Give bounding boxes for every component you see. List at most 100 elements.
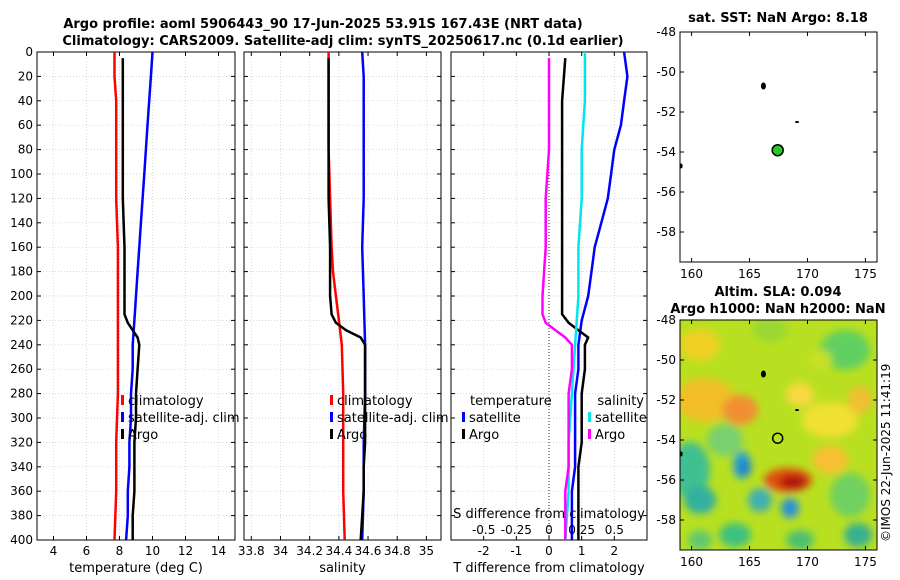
x-tick-label: 34 xyxy=(273,544,288,558)
y-tick-label: 160 xyxy=(10,240,33,254)
series-line-satellite-adj-clim xyxy=(124,51,154,541)
island-campbell xyxy=(795,121,800,123)
x-tick-label: 34.8 xyxy=(384,544,411,558)
secondary-x-tick-label: 0.5 xyxy=(605,523,624,537)
x-tick-label: -2 xyxy=(478,544,490,558)
x-tick-label: 1 xyxy=(578,544,586,558)
x-tick-label: 2 xyxy=(611,544,619,558)
x-tick-label: 165 xyxy=(738,555,761,569)
sla-anomaly-blob xyxy=(680,378,735,422)
legend-entry-marker xyxy=(588,412,591,422)
sla-anomaly-blob xyxy=(719,523,751,547)
y-tick-label: 200 xyxy=(10,289,33,303)
x-tick-label: 34.6 xyxy=(355,544,382,558)
island-macquarie xyxy=(679,163,683,169)
legend-entry-label: satellite xyxy=(469,411,521,426)
secondary-x-tick-label: 0 xyxy=(545,523,553,537)
legend-entry-marker xyxy=(330,429,333,439)
sla-map-title-line2: Argo h1000: NaN h2000: NaN xyxy=(670,302,885,317)
x-axis-label: temperature (deg C) xyxy=(69,561,203,576)
y-tick-label: -56 xyxy=(656,473,676,487)
sla-map-title-line1: Altim. SLA: 0.094 xyxy=(715,285,842,300)
series-line-t-argo-clim xyxy=(560,58,590,540)
legend-entry-marker xyxy=(588,429,591,439)
y-tick-label: 240 xyxy=(10,338,33,352)
legend-entry-label: Argo xyxy=(128,428,158,443)
sla-map-frame xyxy=(679,319,878,551)
sla-anomaly-blob xyxy=(688,530,712,550)
legend-entry-label: climatology xyxy=(337,394,413,409)
x-tick-label: 175 xyxy=(854,267,877,281)
island-auckland xyxy=(760,370,766,378)
legend-entry-label: satellite-adj. clim xyxy=(337,411,449,426)
legend-entry-marker xyxy=(330,395,333,405)
series-line-argo xyxy=(327,58,367,541)
legend-heading-salinity: salinity xyxy=(597,394,644,409)
secondary-x-tick-label: -0.25 xyxy=(501,523,532,537)
sla-anomaly-blob xyxy=(739,460,751,476)
island-auckland xyxy=(760,82,766,90)
island-campbell xyxy=(795,409,800,411)
figure-title-line2: Climatology: CARS2009. Satellite-adj cli… xyxy=(62,34,623,49)
legend-entry-label: climatology xyxy=(128,394,204,409)
sla-anomaly-blob xyxy=(707,424,743,456)
y-tick-label: 20 xyxy=(18,69,33,83)
y-tick-label: 120 xyxy=(10,191,33,205)
legend-entry-label: Argo xyxy=(595,428,625,443)
legend-entry-marker xyxy=(330,412,333,422)
legend-entry-marker xyxy=(462,412,465,422)
legend-entry-marker xyxy=(121,429,124,439)
y-tick-label: 280 xyxy=(10,387,33,401)
y-tick-label: 40 xyxy=(18,94,33,108)
legend-entry-label: Argo xyxy=(469,428,499,443)
sla-anomaly-blob xyxy=(820,330,870,370)
temperature-panel: 4 6 8 10 12 140204060801001201401601802002202… xyxy=(10,45,240,576)
y-tick-label: -52 xyxy=(656,105,676,119)
y-tick-label: 260 xyxy=(10,362,33,376)
x-tick-label: 6 xyxy=(83,544,91,558)
sla-anomaly-blob xyxy=(786,383,814,407)
x-tick-label: 12 xyxy=(178,544,193,558)
x-tick-label: -1 xyxy=(510,544,522,558)
y-tick-label: 60 xyxy=(18,118,33,132)
sla-anomaly-blob xyxy=(748,488,772,512)
sla-anomaly-blob xyxy=(844,523,872,547)
difference-panel: -2 -1 0 1 2 T difference from climatology temp… xyxy=(450,51,648,576)
sla-anomaly-blob xyxy=(812,446,848,474)
x-axis-label: salinity xyxy=(319,561,366,576)
y-tick-label: -48 xyxy=(656,25,676,39)
x-tick-label: 35 xyxy=(419,544,434,558)
x-tick-label: 160 xyxy=(680,267,703,281)
y-tick-label: 380 xyxy=(10,509,33,523)
sla-anomaly-blob xyxy=(848,386,872,414)
y-tick-label: 320 xyxy=(10,435,33,449)
y-tick-label: 0 xyxy=(25,45,33,59)
sla-anomaly-blob xyxy=(779,475,807,489)
secondary-x-tick-label: 0.25 xyxy=(568,523,595,537)
sla-anomaly-blob xyxy=(680,442,710,498)
secondary-x-axis-label: S difference from climatology xyxy=(453,507,645,522)
y-tick-label: -58 xyxy=(656,513,676,527)
argo-position-marker xyxy=(771,432,784,444)
series-line-argo xyxy=(121,58,141,540)
y-tick-label: -48 xyxy=(656,313,676,327)
sla-anomaly-blob xyxy=(781,498,799,518)
legend-entry-label: satellite-adj. clim xyxy=(128,411,240,426)
legend-entry-marker xyxy=(121,395,124,405)
y-tick-label: 180 xyxy=(10,265,33,279)
sst-map-panel: 160 165 170 175 -48 -50 -52 -54 -56 -58 sat. SST: … xyxy=(656,11,878,281)
x-tick-label: 0 xyxy=(545,544,553,558)
legend-entry-marker xyxy=(462,429,465,439)
sla-anomaly-blob xyxy=(684,486,716,514)
series-line-t-satellite-clim xyxy=(570,51,629,540)
x-tick-label: 8 xyxy=(116,544,124,558)
x-tick-label: 14 xyxy=(211,544,226,558)
x-tick-label: 175 xyxy=(854,555,877,569)
argo-position-marker xyxy=(771,143,784,157)
x-tick-label: 165 xyxy=(738,267,761,281)
salinity-panel: 33.8 34 34.2 34.4 34.6 34.8 35 salinity climatol… xyxy=(238,51,449,576)
legend-entry-marker xyxy=(121,412,124,422)
y-tick-label: 340 xyxy=(10,460,33,474)
x-tick-label: 10 xyxy=(145,544,160,558)
